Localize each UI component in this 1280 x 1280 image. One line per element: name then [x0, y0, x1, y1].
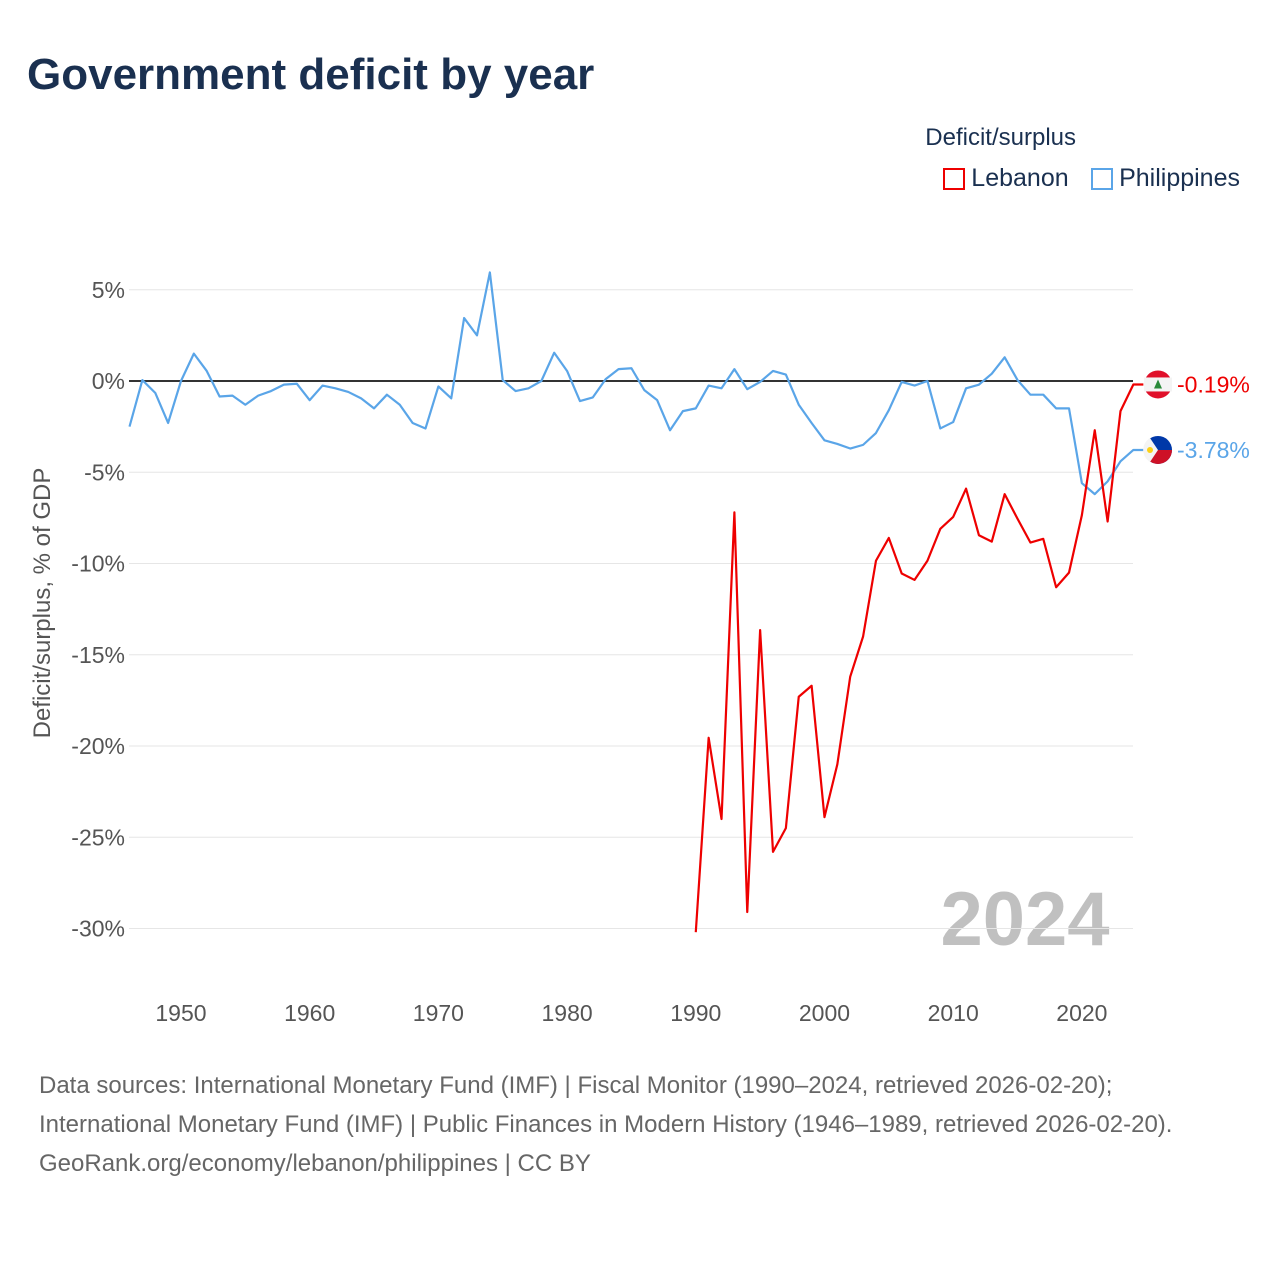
chart-title: Government deficit by year — [27, 50, 595, 99]
legend-title: Deficit/surplus — [925, 124, 1077, 151]
y-tick-label: -5% — [84, 459, 125, 485]
end-label-lebanon: -0.19% — [1177, 371, 1250, 397]
legend-swatch-philippines — [1091, 167, 1114, 190]
x-tick-label: 1990 — [670, 1000, 721, 1026]
flag-lebanon-icon — [1144, 370, 1172, 399]
y-tick-label: -30% — [71, 916, 125, 942]
x-tick-label: 2020 — [1056, 1000, 1107, 1026]
x-tick-label: 1960 — [284, 1000, 335, 1026]
x-tick-label: 1950 — [155, 1000, 206, 1026]
y-axis-label: Deficit/surplus, % of GDP — [29, 468, 56, 739]
x-tick-label: 1980 — [541, 1000, 592, 1026]
legend-label: Lebanon — [971, 164, 1069, 192]
x-tick-label: 2000 — [799, 1000, 850, 1026]
y-tick-label: 5% — [92, 277, 125, 303]
legend-item-philippines[interactable]: Philippines — [1091, 164, 1240, 193]
legend-label: Philippines — [1119, 164, 1240, 192]
legend-item-lebanon[interactable]: Lebanon — [943, 164, 1069, 193]
series-line-philippines — [128, 271, 1144, 496]
y-tick-label: -20% — [71, 733, 125, 759]
y-tick-label: -25% — [71, 824, 125, 850]
sources: Data sources: International Monetary Fun… — [39, 1066, 1239, 1183]
y-tick-label: -15% — [71, 642, 125, 668]
series-line-lebanon — [694, 383, 1144, 933]
legend: Deficit/surplus Lebanon Philippines — [925, 124, 1240, 195]
end-label-philippines: -3.78% — [1177, 437, 1250, 463]
y-tick-label: 0% — [92, 368, 125, 394]
sun — [1147, 446, 1153, 453]
flag-philippines-icon — [1143, 435, 1172, 464]
year-watermark: 2024 — [940, 877, 1109, 962]
legend-swatch-lebanon — [943, 167, 966, 190]
attribution-link[interactable]: GeoRank.org/economy/lebanon/philippines … — [39, 1150, 591, 1177]
sources-text: Data sources: International Monetary Fun… — [39, 1072, 1173, 1138]
x-tick-label: 2010 — [928, 1000, 979, 1026]
cedar — [1154, 379, 1162, 389]
x-tick-label: 1970 — [413, 1000, 464, 1026]
y-tick-label: -10% — [71, 551, 125, 577]
